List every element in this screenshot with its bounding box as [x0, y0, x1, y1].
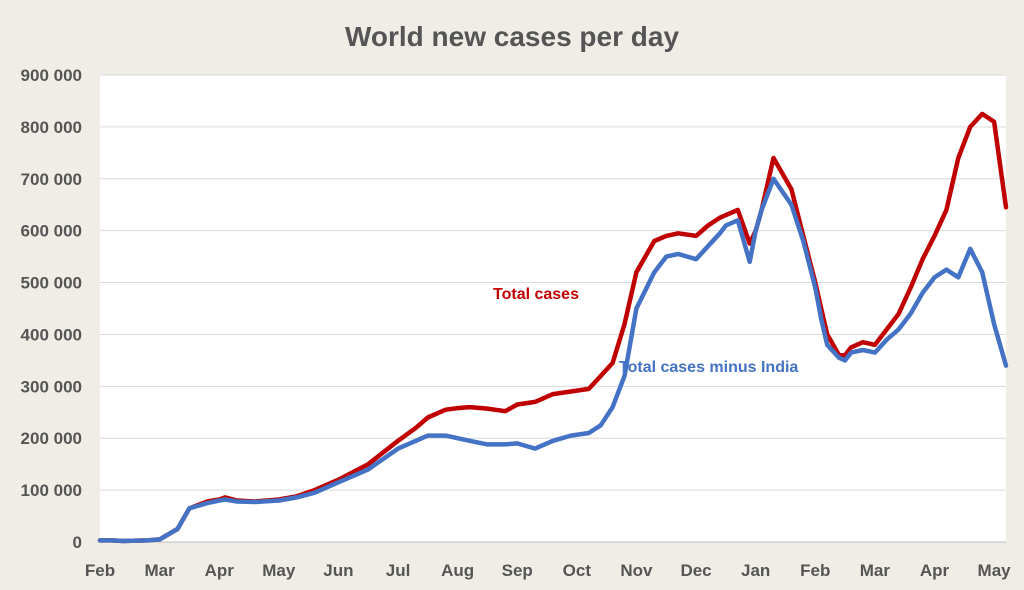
y-tick-label: 100 000 [21, 481, 82, 500]
y-axis-ticks: 0 100 000 200 000 300 000 400 000 500 000 600 … [21, 66, 82, 552]
x-tick-label: Feb [85, 561, 115, 580]
x-tick-label: Apr [205, 561, 235, 580]
series-label-total-cases-minus-india: Total cases minus India [619, 359, 798, 376]
x-tick-label: May [262, 561, 296, 580]
y-tick-label: 500 000 [21, 274, 82, 293]
y-tick-label: 400 000 [21, 325, 82, 344]
gridlines [100, 74, 1006, 543]
x-tick-label: Jan [741, 561, 770, 580]
y-tick-label: 300 000 [21, 377, 82, 396]
x-tick-label: Feb [800, 561, 830, 580]
series-label-total-cases: Total cases [493, 286, 579, 303]
x-tick-label: Jun [323, 561, 353, 580]
x-tick-label: Jul [386, 561, 411, 580]
plot-area [100, 75, 1006, 542]
y-tick-label: 200 000 [21, 429, 82, 448]
x-tick-label: Aug [441, 561, 474, 580]
chart-title: World new cases per day [345, 21, 679, 52]
y-tick-label: 600 000 [21, 222, 82, 241]
y-tick-label: 800 000 [21, 118, 82, 137]
y-tick-label: 900 000 [21, 66, 82, 85]
x-tick-label: Mar [860, 561, 891, 580]
x-tick-label: Oct [563, 561, 592, 580]
y-tick-label: 0 [73, 533, 82, 552]
series-line-total-cases-minus-india [97, 176, 1009, 544]
y-tick-label: 700 000 [21, 170, 82, 189]
x-axis-ticks: Feb Mar Apr May Jun Jul Aug Sep Oct Nov Dec Jan Feb M… [85, 561, 1011, 580]
x-tick-label: Sep [502, 561, 533, 580]
x-tick-label: Mar [144, 561, 175, 580]
x-tick-label: Dec [680, 561, 711, 580]
x-tick-label: May [978, 561, 1012, 580]
series-lines [97, 111, 1009, 544]
x-tick-label: Nov [620, 561, 653, 580]
x-tick-label: Apr [920, 561, 950, 580]
